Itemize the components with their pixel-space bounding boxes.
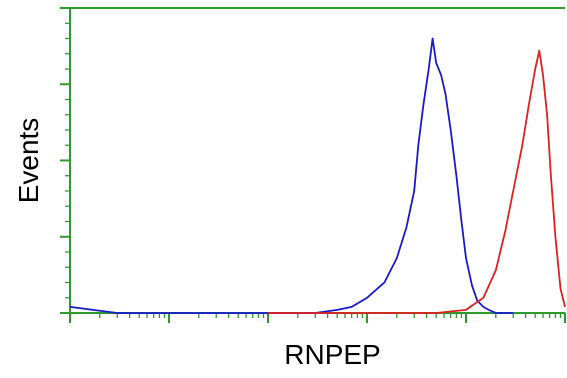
series-layer [69,37,566,314]
axis-ticks [60,7,566,323]
y-axis-label: Events [13,118,44,204]
series-line-2 [268,49,566,314]
series-line-1 [69,37,514,314]
x-axis-label: RNPEP [284,339,380,370]
plot-frame [69,7,565,314]
